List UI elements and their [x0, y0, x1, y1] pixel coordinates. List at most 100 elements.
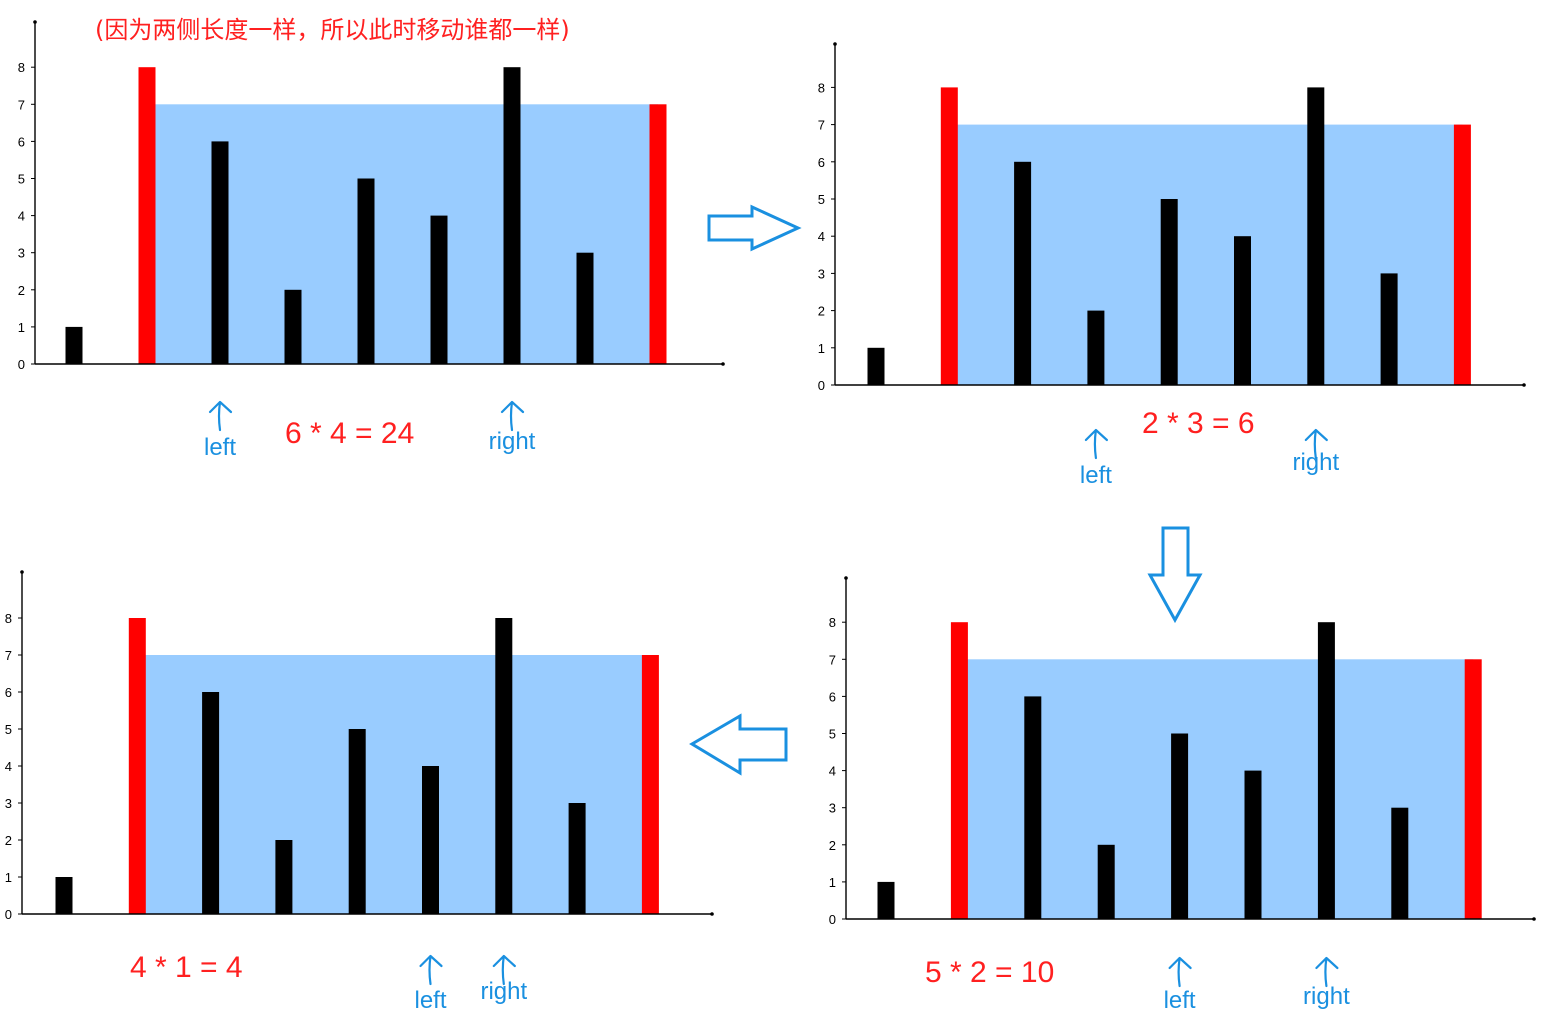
up-arrow-stroke: [208, 400, 233, 432]
bar: [357, 178, 375, 364]
y-tick-label: 1: [829, 875, 836, 890]
bar: [284, 289, 302, 364]
right-pointer-label: right: [1303, 983, 1350, 1010]
bar: [1024, 696, 1042, 919]
y-tick-label: 5: [18, 172, 25, 187]
y-tick-label: 6: [818, 155, 825, 170]
step-arrow-left-icon: [689, 713, 788, 776]
y-tick-label: 8: [18, 60, 25, 75]
wall-bar: [950, 622, 968, 919]
chart-panel-2: 0 1 2 3 4 5 6 7 8 2 * 3 = 6 left right: [818, 42, 1526, 489]
bar: [1307, 87, 1325, 386]
y-tick-label: 3: [829, 801, 836, 816]
y-tick-label: 3: [818, 266, 825, 281]
charts-group: 0 1 2 3 4 5 6 7 8 6 * 4 = 24 left right 0 1 2 3 4 5 6 7 8 2 *…: [5, 20, 1536, 1014]
y-tick-label: 4: [5, 759, 12, 774]
bar: [1391, 807, 1409, 919]
up-arrow-icon: [208, 400, 233, 432]
y-tick-label: 1: [818, 341, 825, 356]
y-axis-end-dot: [33, 20, 37, 24]
bar: [1234, 236, 1251, 385]
bar: [275, 840, 293, 914]
y-tick-label: 3: [5, 796, 12, 811]
y-tick-label: 1: [18, 320, 25, 335]
bar: [1097, 844, 1115, 919]
up-arrow-stroke: [492, 954, 516, 986]
y-tick-label: 2: [5, 833, 12, 848]
left-pointer-label: left: [204, 434, 236, 461]
wall-bar: [1464, 659, 1482, 919]
up-arrow-icon: [1304, 428, 1328, 460]
chart-panel-4: 0 1 2 3 4 5 6 7 8 4 * 1 = 4 left right: [5, 570, 714, 1014]
up-arrow-icon: [419, 954, 443, 986]
y-tick-label: 7: [5, 648, 12, 663]
area-equation: 5 * 2 = 10: [925, 956, 1054, 989]
x-axis-end-dot: [1522, 383, 1526, 387]
bar: [568, 803, 586, 914]
y-tick-label: 6: [5, 685, 12, 700]
up-arrow-stroke: [500, 400, 525, 432]
wall-bar: [138, 67, 156, 364]
y-tick-label: 2: [18, 283, 25, 298]
up-arrow-icon: [500, 400, 525, 432]
y-tick-label: 0: [829, 912, 836, 927]
step-arrow-right-icon: [707, 204, 802, 252]
y-tick-label: 6: [18, 134, 25, 149]
y-tick-label: 4: [829, 764, 836, 779]
chart-panel-1: 0 1 2 3 4 5 6 7 8 6 * 4 = 24 left right: [18, 20, 725, 461]
bar: [1171, 733, 1189, 919]
chart-panel-3: 0 1 2 3 4 5 6 7 8 5 * 2 = 10 left right: [829, 576, 1536, 1014]
up-arrow-icon: [1084, 428, 1108, 460]
area-equation: 6 * 4 = 24: [285, 417, 414, 450]
water-area: [137, 655, 651, 914]
right-pointer-label: right: [1292, 449, 1339, 476]
x-axis-end-dot: [721, 362, 725, 366]
up-arrow-stroke: [1304, 428, 1328, 460]
step-arrow-down-icon: [1147, 526, 1203, 624]
bar: [211, 141, 229, 364]
x-axis-end-dot: [1532, 917, 1536, 921]
y-tick-label: 4: [818, 229, 825, 244]
wall-bar: [641, 655, 659, 914]
y-tick-label: 8: [5, 611, 12, 626]
water-area: [949, 124, 1463, 385]
y-tick-label: 3: [18, 246, 25, 261]
up-arrow-stroke: [419, 954, 443, 986]
y-tick-label: 8: [829, 615, 836, 630]
wall-bar: [940, 87, 958, 386]
bar: [1380, 273, 1398, 385]
note-text: (因为两侧长度一样，所以此时移动谁都一样): [95, 16, 570, 44]
left-pointer-label: left: [414, 987, 446, 1014]
left-pointer-label: left: [1080, 462, 1112, 489]
bar: [1244, 770, 1262, 919]
water-area: [147, 104, 658, 365]
y-tick-label: 0: [818, 378, 825, 393]
x-axis-end-dot: [710, 912, 714, 916]
y-tick-label: 6: [829, 689, 836, 704]
y-tick-label: 5: [818, 192, 825, 207]
up-arrow-stroke: [1315, 956, 1339, 988]
water-area: [959, 659, 1474, 919]
y-axis-end-dot: [20, 570, 24, 574]
right-pointer-label: right: [480, 978, 527, 1005]
bar: [495, 618, 513, 914]
bar: [503, 67, 521, 364]
y-tick-label: 8: [818, 80, 825, 95]
y-tick-label: 5: [5, 722, 12, 737]
left-pointer-label: left: [1164, 987, 1196, 1014]
y-tick-label: 2: [829, 838, 836, 853]
bar: [202, 692, 220, 914]
y-tick-label: 1: [5, 870, 12, 885]
wall-bar: [128, 618, 146, 914]
up-arrow-icon: [1168, 956, 1192, 988]
y-tick-label: 0: [18, 357, 25, 372]
bar: [1317, 622, 1335, 919]
up-arrow-icon: [1315, 956, 1339, 988]
right-pointer-label: right: [489, 428, 536, 455]
y-tick-label: 7: [18, 97, 25, 112]
bar: [867, 347, 885, 385]
up-arrow-stroke: [1084, 428, 1108, 460]
bar: [1087, 310, 1105, 385]
bar: [430, 215, 448, 364]
